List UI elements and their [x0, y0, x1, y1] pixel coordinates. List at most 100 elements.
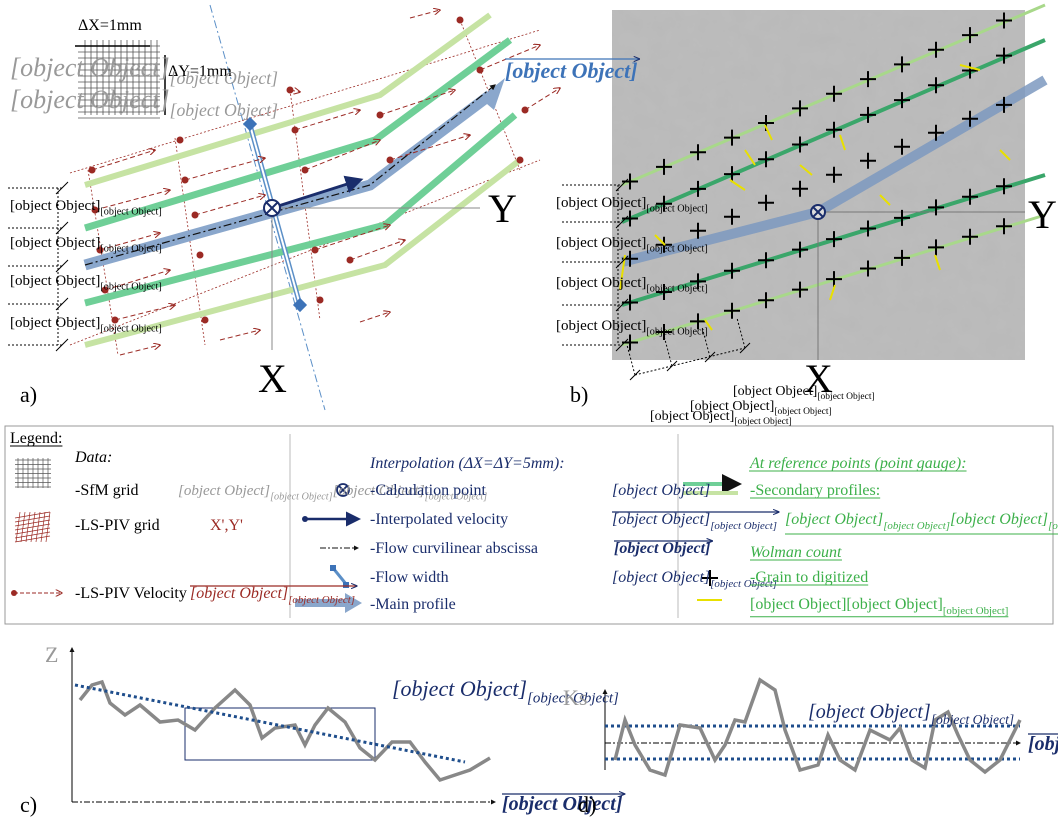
width-icon	[343, 582, 349, 588]
piv-node	[317, 297, 324, 304]
label: -Main profile	[370, 596, 456, 613]
piv-node	[457, 17, 464, 24]
symbol-part: [object Object]	[710, 520, 777, 532]
symbol: [object Object][object Object][object Ob…	[785, 511, 1058, 534]
symbol-part: [object Object]	[10, 273, 100, 289]
label: b)	[570, 382, 588, 407]
piv-node	[202, 317, 209, 324]
symbol-part: [object Object]	[170, 100, 279, 120]
grid-line	[26, 512, 30, 542]
symbol: [object Object][object Object]	[612, 511, 777, 532]
symbol-part: [object Object]	[646, 327, 707, 338]
label: Y	[488, 186, 517, 231]
symbol-part: [object Object]	[612, 511, 710, 528]
symbol-part: [object Object]	[734, 417, 791, 427]
symbol-part: [object Object]	[883, 520, 950, 532]
symbol-part: [object Object]	[100, 207, 161, 218]
symbol-part: [object Object]	[774, 407, 831, 417]
label: -Secondary profiles:	[750, 482, 880, 499]
symbol: [object Object]	[612, 482, 710, 499]
symbol: [object Object][object Object]	[10, 85, 278, 120]
label: X	[258, 356, 287, 401]
symbol-part: [object Object]	[646, 244, 707, 255]
panel-d	[605, 680, 1020, 775]
symbol-part: [object Object]	[10, 198, 100, 214]
symbol-part: [object Object]	[288, 594, 355, 606]
label: a)	[20, 382, 37, 407]
symbol-part: [object Object]	[392, 676, 527, 701]
piv-velocity	[410, 10, 440, 18]
label: Interpolation (ΔX=ΔY=5mm):	[369, 455, 565, 472]
symbol-part: [object Object]	[556, 235, 646, 251]
label: Z	[45, 642, 58, 667]
piv-velocity	[115, 305, 175, 320]
label: -Flow width	[370, 569, 449, 586]
symbol-part: [object Object]	[1028, 733, 1058, 755]
label: -Grain to digitized	[750, 569, 868, 586]
piv-velocity	[120, 345, 160, 355]
slope-box	[185, 708, 375, 760]
symbol-part: [object Object]	[556, 195, 646, 211]
label: Y	[1028, 192, 1057, 237]
symbol: [object Object][object Object]	[10, 53, 278, 88]
symbol-part: [object Object]	[502, 793, 623, 815]
symbol-part: [object Object]	[178, 483, 270, 499]
symbol-part: [object Object]	[614, 540, 710, 557]
symbol-part: [object Object]	[556, 275, 646, 291]
piv-velocity	[220, 330, 260, 340]
symbol-part: [object Object]	[750, 596, 846, 613]
symbol-part: [object Object]	[10, 235, 100, 251]
symbol: [object Object]	[1028, 733, 1058, 755]
label: ΔX=1mm	[78, 17, 142, 34]
piv-velocity-icon	[11, 590, 17, 596]
symbol: [object Object]	[502, 793, 623, 815]
label: X',Y'	[210, 517, 243, 534]
symbol-part: [object Object]	[612, 569, 710, 586]
piv-velocity	[525, 88, 560, 110]
symbol-part: [object Object]	[612, 482, 710, 499]
symbol-part: [object Object]	[190, 585, 288, 602]
label: -Calculation point	[370, 482, 487, 499]
symbol: [object Object][object Object]	[190, 585, 355, 606]
symbol: [object Object]	[505, 58, 638, 83]
figure: a)ΔX=1mmΔY=1mm[object Object][object Obj…	[0, 0, 1058, 825]
symbol-part: [object Object]	[785, 511, 883, 528]
symbol-part: [object Object]	[690, 399, 774, 414]
panel-b	[612, 5, 1045, 375]
piv-node	[197, 252, 204, 259]
symbol-part: [object Object]	[170, 68, 279, 88]
sfm-grid-icon	[15, 458, 51, 488]
label: Ks	[563, 685, 587, 710]
symbol: [object Object][object Object]	[808, 701, 1014, 727]
symbol-part: [object Object]	[733, 384, 817, 399]
symbol-part: [object Object]	[646, 284, 707, 295]
symbol-part: [object Object]	[817, 392, 874, 402]
label: -Interpolated velocity	[370, 511, 508, 528]
symbol-part: [object Object]	[10, 53, 170, 82]
symbol: [object Object]	[614, 540, 710, 557]
symbol: [object Object][object Object]	[10, 315, 162, 335]
piv-node	[177, 137, 184, 144]
symbol-part: [object Object]	[808, 701, 931, 723]
label: -SfM grid	[75, 482, 139, 499]
piv-node	[517, 157, 524, 164]
symbol-part: [object Object]	[646, 204, 707, 215]
symbol: [object Object][object Object][object Ob…	[750, 596, 1008, 617]
symbol-part: [object Object]	[100, 282, 161, 293]
symbol-part: [object Object]	[556, 318, 646, 334]
label: -Flow curvilinear abscissa	[370, 540, 538, 557]
label: Wolman count	[750, 544, 842, 561]
symbol: [object Object][object Object]	[10, 235, 162, 255]
symbol-part: [object Object]	[1048, 520, 1058, 532]
piv-grid-icon	[15, 512, 50, 542]
label: c)	[20, 792, 37, 817]
symbol-part: [object Object]	[943, 605, 1009, 617]
label: -LS-PIV grid	[75, 517, 160, 534]
flow-width-end	[293, 298, 307, 312]
label: Data:	[74, 449, 112, 466]
symbol-part: [object Object]	[100, 244, 161, 255]
label: At reference points (point gauge):	[749, 455, 967, 472]
symbol-part: [object Object]	[505, 58, 638, 83]
panel-c	[72, 648, 495, 802]
symbol-part: [object Object]	[950, 511, 1048, 528]
